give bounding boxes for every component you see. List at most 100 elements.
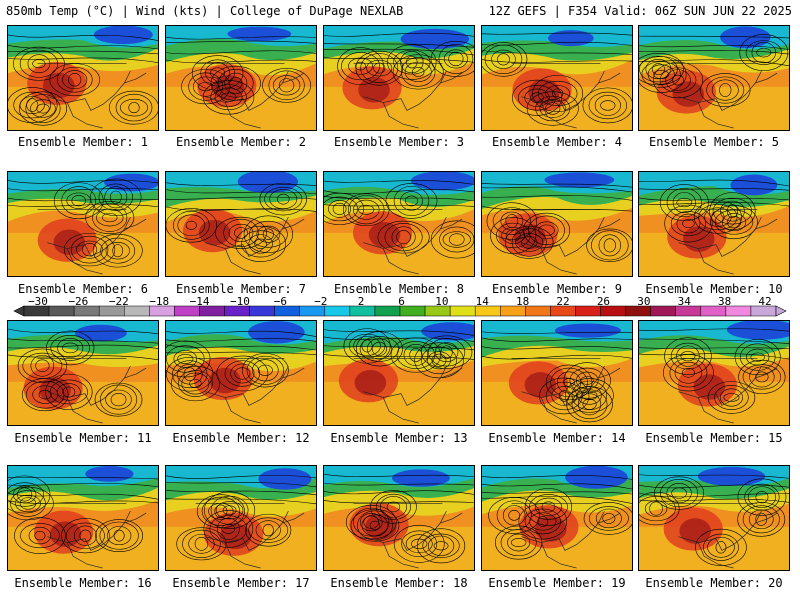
colorbar-tick-label: −2	[314, 295, 328, 308]
temperature-field	[639, 26, 789, 130]
colorbar-segment	[550, 305, 576, 317]
colorbar-tick-label: −10	[230, 295, 250, 308]
colorbar-segment	[48, 305, 75, 317]
ensemble-member-map	[638, 465, 790, 571]
colorbar-tick-label: −30	[28, 295, 48, 308]
colorbar-tick-label: −22	[108, 295, 129, 308]
temperature-field	[482, 172, 632, 276]
temperature-field	[324, 321, 474, 425]
temperature-field	[324, 466, 474, 570]
colorbar-tick-label: 18	[516, 295, 530, 308]
colorbar-tick-label: 6	[398, 295, 405, 308]
colorbar-tick-label: 22	[556, 295, 570, 308]
temperature-field	[8, 26, 158, 130]
colorbar-segment	[399, 305, 426, 317]
ensemble-member-map	[165, 25, 317, 131]
colorbar-tick-label: −18	[149, 295, 170, 308]
colorbar-tick-labels: −30 −26 −22 −18 −14 −10 −6 −2 2 6 10 14 18 22 26 30 34 38…	[0, 296, 800, 308]
colorbar-segment	[249, 305, 275, 317]
colorbar-segment	[274, 305, 300, 317]
ensemble-member-label: Ensemble Member: 20	[645, 576, 783, 590]
temperature-field	[639, 321, 789, 425]
ensemble-member-map	[638, 25, 790, 131]
colorbar-segment	[124, 305, 150, 317]
temperature-field	[639, 172, 789, 276]
temperature-field	[324, 172, 474, 276]
ensemble-member-label: Ensemble Member: 3	[333, 135, 465, 149]
colorbar-tick-label: −14	[189, 295, 210, 308]
colorbar-segment	[625, 305, 651, 317]
ensemble-member-label: Ensemble Member: 4	[491, 135, 623, 149]
colorbar-tick-label: 26	[596, 295, 611, 308]
colorbar-tick-label: 34	[677, 295, 691, 308]
temperature-field	[166, 321, 316, 425]
colorbar-segment	[149, 305, 175, 317]
ensemble-member-label: Ensemble Member: 8	[333, 282, 465, 296]
temperature-field	[166, 466, 316, 570]
colorbar-tick-label: 38	[717, 295, 732, 308]
colorbar-segment	[650, 305, 676, 317]
ensemble-member-map	[638, 320, 790, 426]
colorbar-segment	[600, 305, 626, 317]
ensemble-member-label: Ensemble Member: 9	[491, 282, 623, 296]
temperature-field	[482, 466, 632, 570]
temperature-field	[639, 466, 789, 570]
temperature-field	[166, 26, 316, 130]
colorbar-segment	[675, 305, 702, 317]
colorbar-tick-label: 14	[475, 295, 489, 308]
ensemble-member-map	[481, 320, 633, 426]
temperature-field	[482, 26, 632, 130]
colorbar-segment	[73, 305, 100, 317]
ensemble-member-map	[481, 171, 633, 277]
colorbar-segment	[449, 305, 476, 317]
ensemble-member-label: Ensemble Member: 17	[172, 576, 310, 590]
colorbar-segment	[199, 305, 225, 317]
temperature-colorbar	[13, 305, 787, 317]
colorbar-tick-label: 30	[637, 295, 651, 308]
ensemble-member-label: Ensemble Member: 13	[330, 431, 468, 445]
ensemble-member-label: Ensemble Member: 1	[17, 135, 149, 149]
colorbar-segment	[349, 305, 376, 317]
model-valid-time: 12Z GEFS | F354 Valid: 06Z SUN JUN 22 20…	[488, 4, 792, 18]
colorbar-segment	[23, 305, 50, 317]
ensemble-member-label: Ensemble Member: 5	[648, 135, 780, 149]
colorbar-tick-label: −26	[68, 295, 89, 308]
colorbar-segment	[750, 305, 777, 317]
ensemble-member-map	[165, 465, 317, 571]
colorbar-segment	[525, 305, 551, 317]
colorbar-svg	[13, 305, 787, 317]
colorbar-tick-label: 2	[357, 295, 365, 308]
ensemble-member-map	[323, 320, 475, 426]
ensemble-member-map	[638, 171, 790, 277]
ensemble-member-label: Ensemble Member: 6	[17, 282, 149, 296]
colorbar-segment	[324, 305, 351, 317]
temperature-field	[8, 466, 158, 570]
temperature-field	[8, 172, 158, 276]
colorbar-segment	[174, 305, 200, 317]
ensemble-member-label: Ensemble Member: 7	[175, 282, 307, 296]
colorbar-tick-label: 42	[758, 295, 772, 308]
ensemble-member-map	[323, 171, 475, 277]
ensemble-member-map	[481, 465, 633, 571]
ensemble-member-map	[7, 320, 159, 426]
ensemble-member-map	[7, 465, 159, 571]
colorbar-left-arrow	[13, 305, 25, 317]
colorbar-segment	[700, 305, 727, 317]
ensemble-member-map	[481, 25, 633, 131]
colorbar-segment	[725, 305, 752, 317]
ensemble-member-map	[7, 25, 159, 131]
ensemble-member-map	[165, 320, 317, 426]
ensemble-member-map	[323, 25, 475, 131]
colorbar-right-arrow	[775, 305, 787, 317]
ensemble-member-label: Ensemble Member: 15	[645, 431, 783, 445]
colorbar-segment	[98, 305, 125, 317]
ensemble-member-label: Ensemble Member: 19	[488, 576, 626, 590]
temperature-field	[8, 321, 158, 425]
colorbar-segment	[575, 305, 601, 317]
ensemble-member-map	[165, 171, 317, 277]
temperature-field	[324, 26, 474, 130]
ensemble-member-map	[7, 171, 159, 277]
colorbar-segment	[424, 305, 451, 317]
ensemble-member-label: Ensemble Member: 10	[645, 282, 783, 296]
colorbar-segment	[374, 305, 401, 317]
